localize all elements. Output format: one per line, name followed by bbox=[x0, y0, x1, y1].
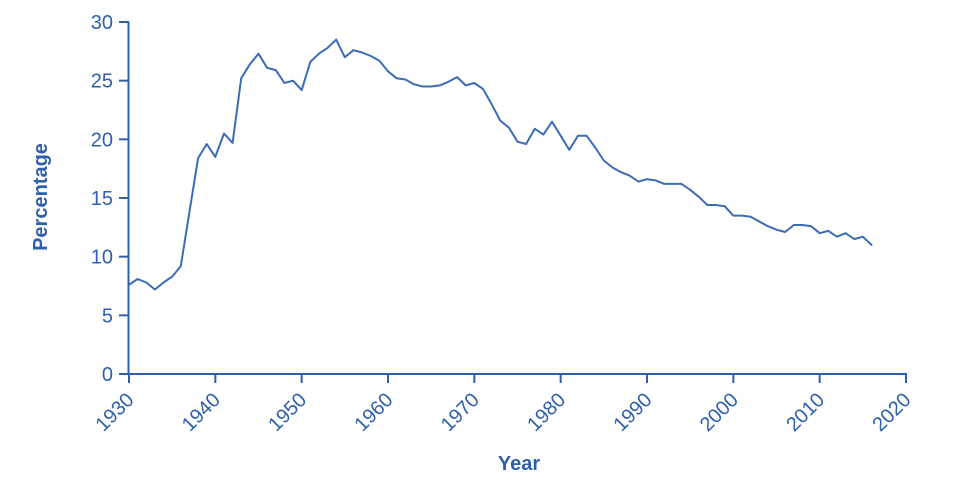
x-tick-label: 1940 bbox=[178, 389, 225, 436]
x-tick-label: 1960 bbox=[351, 389, 398, 436]
plot-area: 0 5 10 15 20 25 30 1930 1940 1950 1960 1970 1980 1990… bbox=[91, 12, 916, 436]
data-line bbox=[128, 38, 873, 291]
y-tick-label: 0 bbox=[102, 364, 113, 386]
x-tick-label: 1990 bbox=[610, 389, 657, 436]
y-tick-label: 30 bbox=[91, 12, 113, 34]
x-tick-label: 2020 bbox=[869, 389, 916, 436]
x-tick-label: 2010 bbox=[782, 389, 829, 436]
x-axis-title: Year bbox=[498, 453, 540, 475]
x-tick-label: 1930 bbox=[92, 389, 139, 436]
x-tick-label: 1980 bbox=[523, 389, 570, 436]
y-tick-label: 25 bbox=[91, 71, 113, 93]
x-tick-label: 1970 bbox=[437, 389, 484, 436]
y-axis-title: Percentage bbox=[30, 143, 52, 251]
y-tick-label: 20 bbox=[91, 129, 113, 151]
y-tick-label: 10 bbox=[91, 247, 113, 269]
y-tick-label: 15 bbox=[91, 188, 113, 210]
x-tick-label: 2000 bbox=[696, 389, 743, 436]
x-tick-label: 1950 bbox=[264, 389, 311, 436]
y-tick-label: 5 bbox=[102, 305, 113, 327]
